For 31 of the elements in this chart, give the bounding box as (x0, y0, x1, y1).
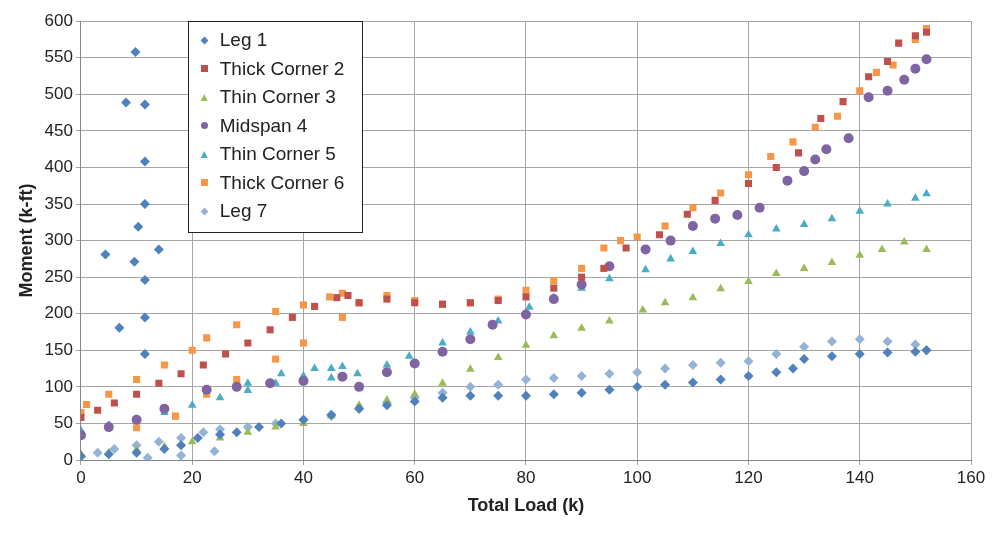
y-tick-label: 250 (44, 266, 73, 286)
x-tick-label: 100 (623, 467, 652, 487)
legend-label: Thin Corner 5 (219, 143, 336, 166)
legend-label: Thick Corner 6 (219, 171, 345, 194)
x-tick-label: 120 (734, 467, 763, 487)
x-tick-label: 80 (516, 467, 536, 487)
y-tick-label: 400 (44, 157, 73, 177)
legend-label: Midspan 4 (219, 114, 308, 137)
y-tick-label: 200 (44, 303, 73, 323)
y-tick-label: 350 (44, 193, 73, 213)
y-tick-label: 450 (44, 120, 73, 140)
y-axis-title: Moment (k-ft) (15, 183, 36, 298)
legend-label: Thin Corner 3 (219, 86, 336, 109)
y-tick-label: 600 (44, 10, 73, 30)
x-tick-label: 20 (182, 467, 202, 487)
x-tick-label: 140 (845, 467, 874, 487)
y-tick-label: 50 (54, 413, 73, 433)
y-tick-label: 0 (63, 449, 73, 469)
legend-label: Thick Corner 2 (219, 57, 345, 80)
x-tick-label: 0 (76, 467, 86, 487)
legend-label: Leg 1 (219, 29, 268, 52)
y-tick-label: 100 (44, 376, 73, 396)
y-tick-label: 500 (44, 84, 73, 104)
x-axis-title: Total Load (k) (467, 495, 585, 516)
legend-label: Leg 7 (219, 200, 268, 223)
y-tick-label: 550 (44, 47, 73, 67)
y-tick-label: 300 (44, 230, 73, 250)
x-tick-label: 60 (405, 467, 425, 487)
y-tick-label: 150 (44, 339, 73, 359)
x-tick-label: 40 (294, 467, 313, 487)
x-tick-label: 160 (956, 467, 986, 487)
